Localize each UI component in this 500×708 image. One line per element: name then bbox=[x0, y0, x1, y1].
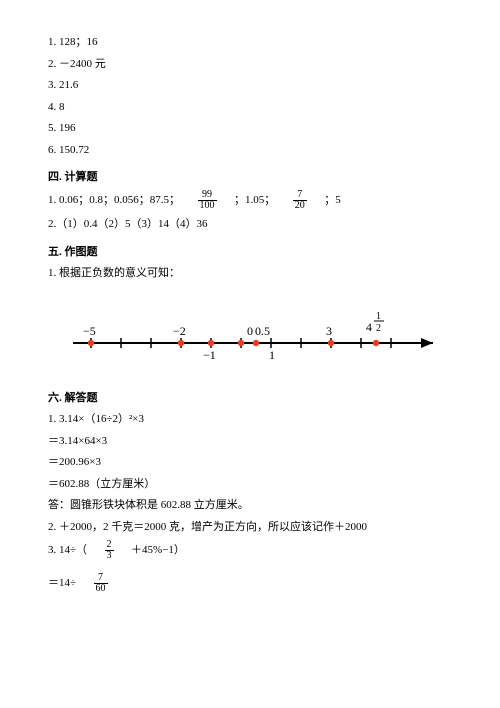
solve-line: ＝200.96×3 bbox=[48, 454, 452, 471]
svg-text:−2: −2 bbox=[173, 324, 186, 338]
answer-line: 6. 150.72 bbox=[48, 142, 452, 159]
svg-text:3: 3 bbox=[326, 324, 332, 338]
text-part: ；5 bbox=[324, 194, 341, 206]
solve-line-frac: 3. 14÷（ 2 3 ＋45%−1） bbox=[48, 540, 452, 561]
section-heading-5: 五. 作图题 bbox=[48, 243, 452, 259]
solve-line: ＝602.88（立方厘米） bbox=[48, 476, 452, 493]
fraction-2-3: 2 3 bbox=[105, 540, 114, 561]
section-heading-6: 六. 解答题 bbox=[48, 389, 452, 405]
svg-text:1: 1 bbox=[376, 311, 381, 322]
text-part: 1. 0.06；0.8；0.056；87.5； bbox=[48, 194, 180, 206]
svg-text:4: 4 bbox=[366, 320, 372, 334]
fraction-7-60: 7 60 bbox=[94, 573, 108, 594]
solve-line-frac: ＝14÷ 7 60 bbox=[48, 573, 452, 594]
text-part: 3. 14÷（ bbox=[48, 544, 87, 556]
solve-line: 2. ＋2000，2 千克＝2000 克，增产为正方向，所以应该记作＋2000 bbox=[48, 519, 452, 536]
answer-line: 3. 21.6 bbox=[48, 77, 452, 94]
svg-text:−1: −1 bbox=[203, 348, 216, 362]
number-line-figure: −5−200.53412−11 bbox=[53, 295, 447, 375]
answer-line: 2. －2400 元 bbox=[48, 56, 452, 73]
fraction-7-20: 7 20 bbox=[293, 190, 307, 211]
top-answers-block: 1. 128；16 2. －2400 元 3. 21.6 4. 8 5. 196… bbox=[48, 34, 452, 158]
solve-line: ＝3.14×64×3 bbox=[48, 433, 452, 450]
section-heading-4: 四. 计算题 bbox=[48, 168, 452, 184]
drawing-line-1: 1. 根据正负数的意义可知： bbox=[48, 265, 452, 282]
solve-answer: 答：圆锥形铁块体积是 602.88 立方厘米。 bbox=[48, 497, 452, 514]
calc-line-2: 2.（1）0.4（2）5（3）14（4）36 bbox=[48, 216, 452, 233]
svg-text:0: 0 bbox=[247, 324, 253, 338]
answer-line: 1. 128；16 bbox=[48, 34, 452, 51]
text-part: ；1.05； bbox=[234, 194, 275, 206]
svg-text:1: 1 bbox=[269, 348, 275, 362]
text-part: ＋45%−1） bbox=[131, 544, 185, 556]
svg-text:−5: −5 bbox=[83, 324, 96, 338]
calc-line-1: 1. 0.06；0.8；0.056；87.5； 99 100 ；1.05； 7 … bbox=[48, 190, 452, 211]
svg-text:0.5: 0.5 bbox=[255, 324, 270, 338]
text-part: ＝14÷ bbox=[48, 577, 76, 589]
svg-text:2: 2 bbox=[376, 323, 381, 334]
solve-line: 1. 3.14×（16÷2）²×3 bbox=[48, 411, 452, 428]
fraction-99-100: 99 100 bbox=[198, 190, 217, 211]
page-root: 1. 128；16 2. －2400 元 3. 21.6 4. 8 5. 196… bbox=[0, 0, 500, 619]
answer-line: 5. 196 bbox=[48, 120, 452, 137]
answer-line: 4. 8 bbox=[48, 99, 452, 116]
